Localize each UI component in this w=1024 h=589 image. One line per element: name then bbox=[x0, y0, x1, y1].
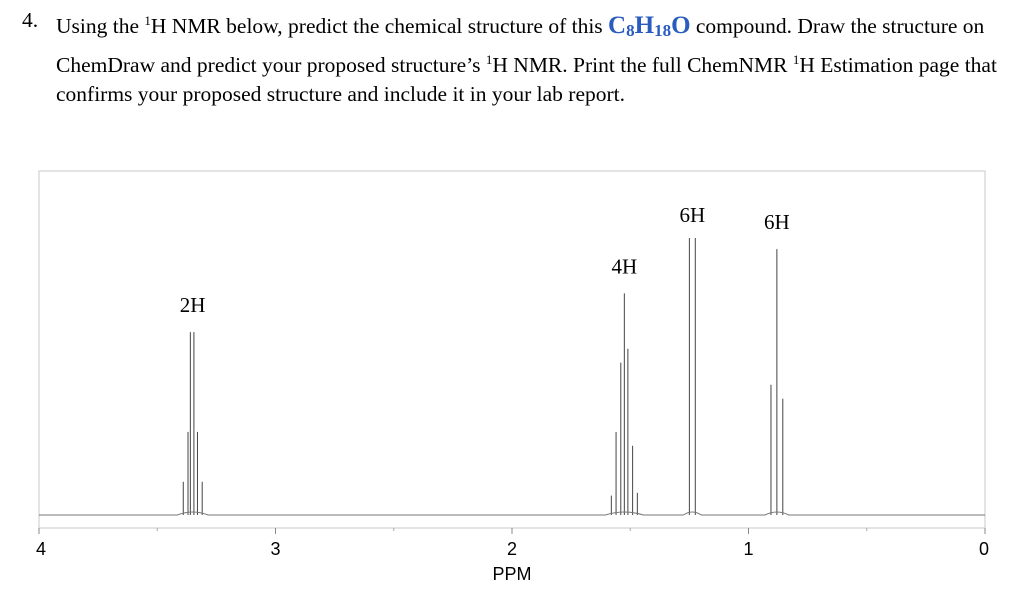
formula-carbon-count: 8 bbox=[626, 21, 635, 40]
question-text-part2: H NMR below, predict the chemical struct… bbox=[150, 14, 609, 38]
formula-hydrogen: H bbox=[634, 12, 655, 39]
question-block: 4. Using the 1H NMR below, predict the c… bbox=[22, 6, 1002, 109]
spectrum-baseline bbox=[39, 511, 985, 516]
peak-multiplet-1 bbox=[182, 332, 203, 515]
formula-hydrogen-count: 18 bbox=[654, 21, 672, 40]
spectrum-peaks bbox=[182, 238, 784, 515]
integration-label-4: 6H bbox=[764, 210, 790, 234]
integration-label-3: 6H bbox=[679, 203, 705, 227]
x-tick-label-4: 4 bbox=[36, 539, 46, 559]
formula-oxygen: O bbox=[671, 12, 691, 39]
integration-label-1: 2H bbox=[180, 293, 206, 317]
x-tick-label-3: 3 bbox=[270, 539, 280, 559]
superscript-2: 1 bbox=[485, 52, 493, 67]
integration-labels: 2H 4H 6H 6H bbox=[180, 203, 790, 317]
question-text-part5: H Estimation page that confirms your pro… bbox=[56, 53, 997, 106]
molecular-formula: C8H18O bbox=[608, 12, 691, 40]
question-text-part3: compound. Draw the structure on ChemDraw… bbox=[56, 14, 985, 77]
superscript-3: 1 bbox=[792, 52, 800, 67]
peak-multiplet-3 bbox=[688, 238, 696, 515]
question-text-part1: Using the bbox=[56, 14, 145, 38]
x-tick-label-1: 1 bbox=[743, 539, 753, 559]
question-text: Using the 1H NMR below, predict the chem… bbox=[56, 6, 1002, 109]
integration-label-2: 4H bbox=[612, 254, 638, 278]
x-tick-label-0: 0 bbox=[979, 539, 989, 559]
formula-carbon: C bbox=[608, 12, 627, 39]
peak-multiplet-4 bbox=[770, 249, 784, 515]
x-axis-label: PPM bbox=[492, 564, 531, 584]
axis-ticks: 4 3 2 1 0 bbox=[36, 528, 989, 559]
question-text-part4: H NMR. Print the full ChemNMR bbox=[492, 53, 793, 77]
x-tick-label-2: 2 bbox=[507, 539, 517, 559]
plot-frame bbox=[38, 170, 986, 529]
question-number: 4. bbox=[22, 8, 39, 32]
peak-multiplet-2 bbox=[610, 293, 638, 515]
superscript-1: 1 bbox=[144, 13, 151, 28]
